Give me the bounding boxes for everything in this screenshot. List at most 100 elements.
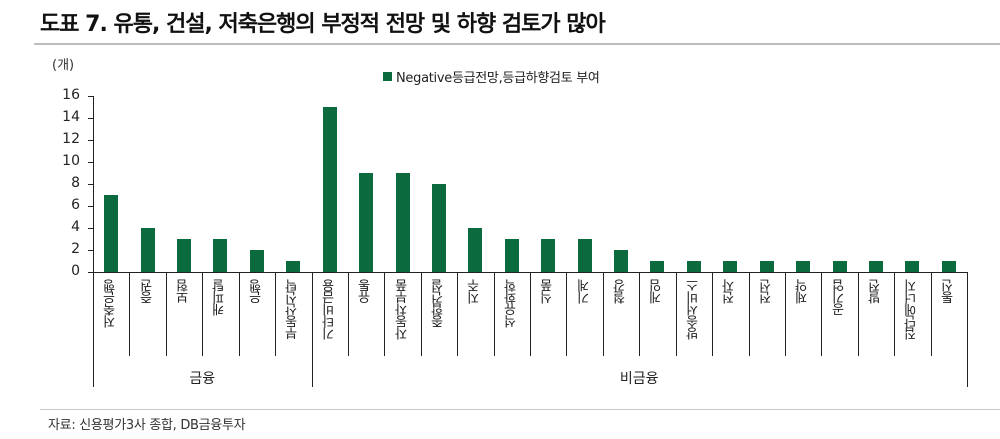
group-label: 비금융 bbox=[619, 371, 659, 387]
y-tick-mark bbox=[88, 184, 94, 185]
category-label: 종합건설 bbox=[431, 280, 447, 328]
category-label: 지주 bbox=[467, 280, 483, 304]
bar bbox=[359, 173, 373, 272]
bar bbox=[942, 261, 956, 272]
category-separator bbox=[566, 272, 567, 356]
y-axis-unit: (개) bbox=[52, 58, 75, 73]
category-separator bbox=[457, 272, 458, 356]
category-label: 제약 bbox=[795, 280, 811, 304]
category-label: 캐피탈 bbox=[212, 280, 228, 316]
category-separator bbox=[821, 272, 822, 356]
category-separator bbox=[166, 272, 167, 356]
bar bbox=[323, 107, 337, 272]
category-separator bbox=[421, 272, 422, 356]
source-note: 자료: 신용평가3사 종합, DB금융투자 bbox=[48, 418, 246, 433]
category-separator bbox=[239, 272, 240, 356]
bar bbox=[141, 228, 155, 272]
y-tick-mark bbox=[88, 228, 94, 229]
bar bbox=[177, 239, 191, 272]
y-tick-label: 2 bbox=[71, 241, 80, 257]
category-separator bbox=[603, 272, 604, 356]
category-separator bbox=[202, 272, 203, 356]
y-tick-mark bbox=[88, 96, 94, 97]
bar bbox=[833, 261, 847, 272]
category-label: 보험 bbox=[176, 280, 192, 304]
bar bbox=[614, 250, 628, 272]
y-tick-label: 12 bbox=[62, 131, 80, 147]
category-label: 철강 bbox=[613, 280, 629, 304]
category-label: 식품 bbox=[540, 280, 556, 304]
y-tick-mark bbox=[88, 206, 94, 207]
y-tick-mark bbox=[88, 118, 94, 119]
bar bbox=[723, 261, 737, 272]
group-separator bbox=[93, 272, 94, 387]
category-separator bbox=[894, 272, 895, 356]
bar bbox=[687, 261, 701, 272]
category-label: 전선 bbox=[759, 280, 775, 304]
bar bbox=[396, 173, 410, 272]
category-label: 공기업 bbox=[832, 280, 848, 316]
footer-divider bbox=[40, 409, 1000, 410]
category-separator bbox=[639, 272, 640, 356]
category-label: 유통 bbox=[358, 280, 374, 304]
bar bbox=[760, 261, 774, 272]
bar bbox=[213, 239, 227, 272]
category-label: 은행 bbox=[249, 280, 265, 304]
legend-label: Negative등급전망,등급하향검토 부여 bbox=[396, 71, 600, 86]
category-label: 기타비금융 bbox=[322, 280, 338, 340]
category-separator bbox=[384, 272, 385, 356]
group-separator bbox=[967, 272, 968, 387]
category-separator bbox=[530, 272, 531, 356]
y-tick-label: 16 bbox=[62, 87, 80, 103]
category-label: 전자 bbox=[722, 280, 738, 304]
category-label: 발전 bbox=[868, 280, 884, 304]
bar bbox=[505, 239, 519, 272]
bar bbox=[796, 261, 810, 272]
category-separator bbox=[931, 272, 932, 356]
category-separator bbox=[275, 272, 276, 356]
legend-swatch bbox=[383, 72, 392, 81]
y-tick-mark bbox=[88, 250, 94, 251]
category-label: 부동산신탁 bbox=[285, 280, 301, 340]
category-separator bbox=[858, 272, 859, 356]
category-label: 저축은행 bbox=[103, 280, 119, 328]
y-tick-mark bbox=[88, 162, 94, 163]
y-tick-label: 0 bbox=[71, 263, 80, 279]
category-label: 방송서비스 bbox=[686, 280, 702, 340]
bar bbox=[104, 195, 118, 272]
y-tick-label: 14 bbox=[62, 109, 80, 125]
chart-title: 도표 7. 유통, 건설, 저축은행의 부정적 전망 및 하향 검토가 많아 bbox=[40, 12, 606, 37]
category-separator bbox=[712, 272, 713, 356]
y-tick-label: 6 bbox=[71, 197, 80, 213]
group-separator bbox=[312, 272, 313, 387]
bar bbox=[578, 239, 592, 272]
bar bbox=[286, 261, 300, 272]
title-divider bbox=[34, 43, 1000, 45]
bar bbox=[650, 261, 664, 272]
group-label: 금융 bbox=[189, 371, 216, 387]
category-separator bbox=[785, 272, 786, 356]
category-label: 자동차부품 bbox=[395, 280, 411, 340]
category-label: 증권 bbox=[140, 280, 156, 304]
y-tick-label: 10 bbox=[62, 153, 80, 169]
category-separator bbox=[749, 272, 750, 356]
bar bbox=[468, 228, 482, 272]
y-tick-label: 4 bbox=[71, 219, 80, 235]
bar bbox=[905, 261, 919, 272]
bar bbox=[432, 184, 446, 272]
bar bbox=[869, 261, 883, 272]
legend: Negative등급전망,등급하향검토 부여 bbox=[383, 67, 600, 86]
y-tick-label: 8 bbox=[71, 175, 80, 191]
bar bbox=[250, 250, 264, 272]
y-tick-mark bbox=[88, 140, 94, 141]
bar bbox=[541, 239, 555, 272]
category-label: 통신 bbox=[941, 280, 957, 304]
category-label: 집단에너지 bbox=[904, 280, 920, 340]
category-separator bbox=[494, 272, 495, 356]
category-separator bbox=[676, 272, 677, 356]
category-separator bbox=[129, 272, 130, 356]
category-separator bbox=[348, 272, 349, 356]
category-label: 기계 bbox=[577, 280, 593, 304]
y-tick-mark bbox=[88, 272, 94, 273]
category-label: 석유화학 bbox=[504, 280, 520, 328]
